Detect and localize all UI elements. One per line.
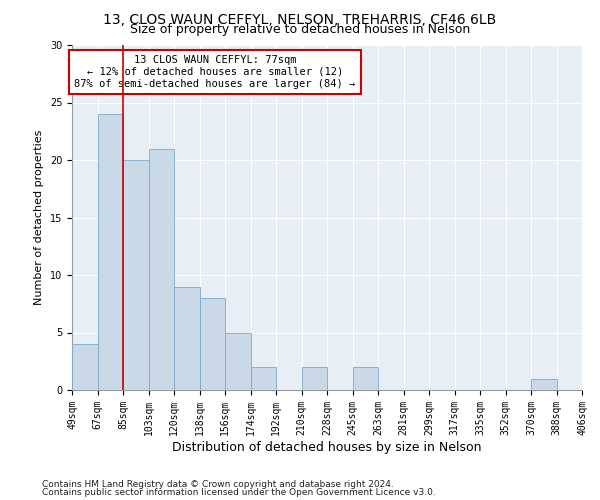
Text: Contains HM Land Registry data © Crown copyright and database right 2024.: Contains HM Land Registry data © Crown c… bbox=[42, 480, 394, 489]
Text: Size of property relative to detached houses in Nelson: Size of property relative to detached ho… bbox=[130, 22, 470, 36]
Bar bbox=[251, 367, 276, 390]
Bar bbox=[302, 367, 327, 390]
Bar bbox=[72, 344, 97, 390]
Text: 13, CLOS WAUN CEFFYL, NELSON, TREHARRIS, CF46 6LB: 13, CLOS WAUN CEFFYL, NELSON, TREHARRIS,… bbox=[103, 12, 497, 26]
Text: 13 CLOS WAUN CEFFYL: 77sqm
← 12% of detached houses are smaller (12)
87% of semi: 13 CLOS WAUN CEFFYL: 77sqm ← 12% of deta… bbox=[74, 56, 355, 88]
Bar bbox=[149, 148, 174, 390]
Text: Contains public sector information licensed under the Open Government Licence v3: Contains public sector information licen… bbox=[42, 488, 436, 497]
Bar bbox=[353, 367, 378, 390]
Bar bbox=[174, 286, 199, 390]
Bar bbox=[225, 332, 251, 390]
Bar bbox=[97, 114, 123, 390]
Bar bbox=[531, 378, 557, 390]
Bar bbox=[123, 160, 149, 390]
Bar bbox=[199, 298, 225, 390]
Y-axis label: Number of detached properties: Number of detached properties bbox=[34, 130, 44, 305]
X-axis label: Distribution of detached houses by size in Nelson: Distribution of detached houses by size … bbox=[172, 440, 482, 454]
